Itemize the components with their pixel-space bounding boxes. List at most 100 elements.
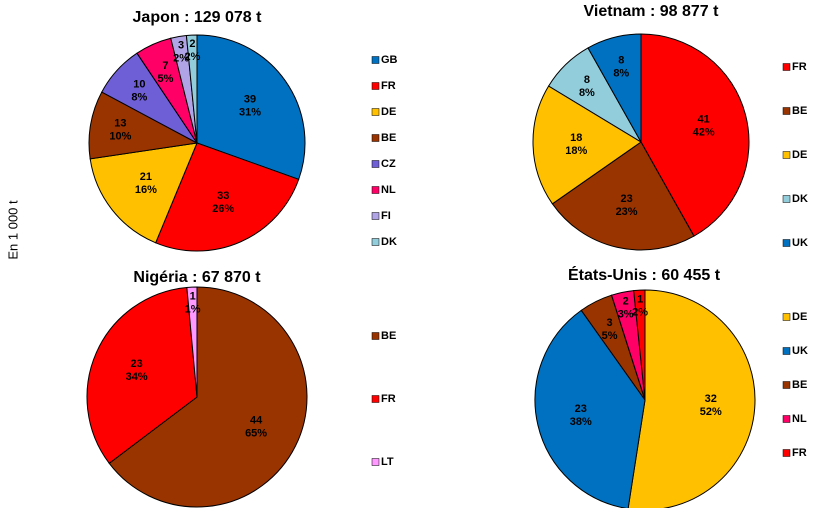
legend-label: DE	[792, 149, 807, 161]
legend-swatch	[371, 56, 380, 64]
data-label: 41	[698, 113, 710, 125]
data-label: 32	[705, 393, 717, 405]
data-label: 8	[618, 55, 624, 67]
legend-swatch	[782, 151, 791, 159]
legend-swatch	[371, 458, 380, 466]
legend-label: UK	[792, 237, 808, 249]
legend-swatch	[371, 332, 380, 340]
legend-swatch	[782, 313, 791, 321]
pie-slice	[155, 142, 300, 252]
legend-swatch	[371, 238, 380, 246]
data-label: 3	[178, 39, 184, 51]
legend-label: UK	[792, 345, 808, 357]
pie-slice	[587, 33, 642, 144]
chart-title: Vietnam : 98 877 t	[584, 3, 720, 20]
legend-label: FR	[792, 61, 807, 73]
legend-label: DE	[792, 311, 807, 323]
percent-label: 8%	[131, 92, 147, 104]
legend-label: DK	[792, 193, 808, 205]
pie-slice	[532, 85, 642, 205]
legend-swatch	[371, 108, 380, 116]
legend-swatch	[782, 107, 791, 115]
percent-label: 38%	[570, 416, 592, 428]
data-label: 1	[637, 293, 643, 305]
legend-label: FR	[381, 80, 396, 92]
legend-label: FR	[792, 447, 807, 459]
data-label: 23	[130, 358, 142, 370]
legend-label: NL	[381, 184, 396, 196]
data-label: 39	[244, 94, 256, 106]
data-label: 10	[133, 79, 145, 91]
legend-label: DE	[381, 106, 396, 118]
percent-label: 18%	[565, 145, 587, 157]
percent-label: 31%	[239, 107, 261, 119]
legend-swatch	[782, 195, 791, 203]
legend-swatch	[782, 63, 791, 71]
percent-label: 52%	[700, 406, 722, 418]
pie-slice	[86, 286, 198, 464]
pie-slice	[640, 33, 750, 237]
legend-label: BE	[792, 379, 807, 391]
data-label: 33	[217, 190, 229, 202]
pie-slice	[196, 34, 306, 181]
percent-label: 2%	[184, 51, 200, 63]
legend-label: FI	[381, 210, 391, 222]
legend-label: BE	[381, 132, 396, 144]
axis-label: En 1 000 t	[5, 200, 20, 260]
data-label: 44	[250, 414, 263, 426]
percent-label: 5%	[602, 330, 618, 342]
data-label: 3	[607, 317, 613, 329]
legend-swatch	[782, 449, 791, 457]
chart-title: Nigéria : 67 870 t	[133, 269, 261, 286]
pie-slice	[551, 141, 695, 251]
pie-slice	[108, 286, 308, 508]
percent-label: 2%	[632, 306, 648, 318]
percent-label: 5%	[158, 73, 174, 85]
legend-swatch	[371, 160, 380, 168]
legend-label: BE	[381, 330, 396, 342]
pie-slice	[186, 286, 198, 398]
legend-label: DK	[381, 236, 397, 248]
chart-title: Japon : 129 078 t	[133, 9, 263, 26]
data-label: 8	[584, 74, 590, 86]
percent-label: 1%	[185, 303, 201, 315]
pie-slice	[185, 34, 198, 144]
legend-swatch	[371, 134, 380, 142]
data-label: 2	[623, 295, 629, 307]
legend-label: BE	[792, 105, 807, 117]
data-label: 13	[114, 118, 126, 130]
legend-label: NL	[792, 413, 807, 425]
legend-label: LT	[381, 456, 394, 468]
legend-swatch	[782, 415, 791, 423]
legend-label: GB	[381, 54, 398, 66]
legend-swatch	[782, 239, 791, 247]
pie-slice	[89, 142, 198, 244]
percent-label: 23%	[616, 206, 638, 218]
percent-label: 8%	[613, 68, 629, 80]
legend-label: FR	[381, 393, 396, 405]
data-label: 1	[190, 290, 196, 302]
percent-label: 10%	[109, 131, 131, 143]
data-label: 2	[189, 38, 195, 50]
pie-slice	[627, 289, 756, 508]
legend-swatch	[782, 381, 791, 389]
pie-slice	[534, 309, 646, 508]
data-label: 21	[140, 171, 152, 183]
percent-label: 34%	[126, 371, 148, 383]
data-label: 23	[620, 193, 632, 205]
data-label: 18	[570, 132, 582, 144]
legend-swatch	[371, 186, 380, 194]
pie-slice	[633, 289, 646, 401]
data-label: 7	[162, 60, 168, 72]
percent-label: 16%	[135, 184, 157, 196]
percent-label: 42%	[693, 126, 715, 138]
percent-label: 2%	[173, 52, 189, 64]
percent-label: 8%	[579, 87, 595, 99]
legend-swatch	[371, 82, 380, 90]
percent-label: 26%	[212, 203, 234, 215]
percent-label: 3%	[618, 308, 634, 320]
chart-title: États-Unis : 60 455 t	[568, 265, 721, 284]
percent-label: 65%	[245, 427, 267, 439]
legend-swatch	[371, 212, 380, 220]
